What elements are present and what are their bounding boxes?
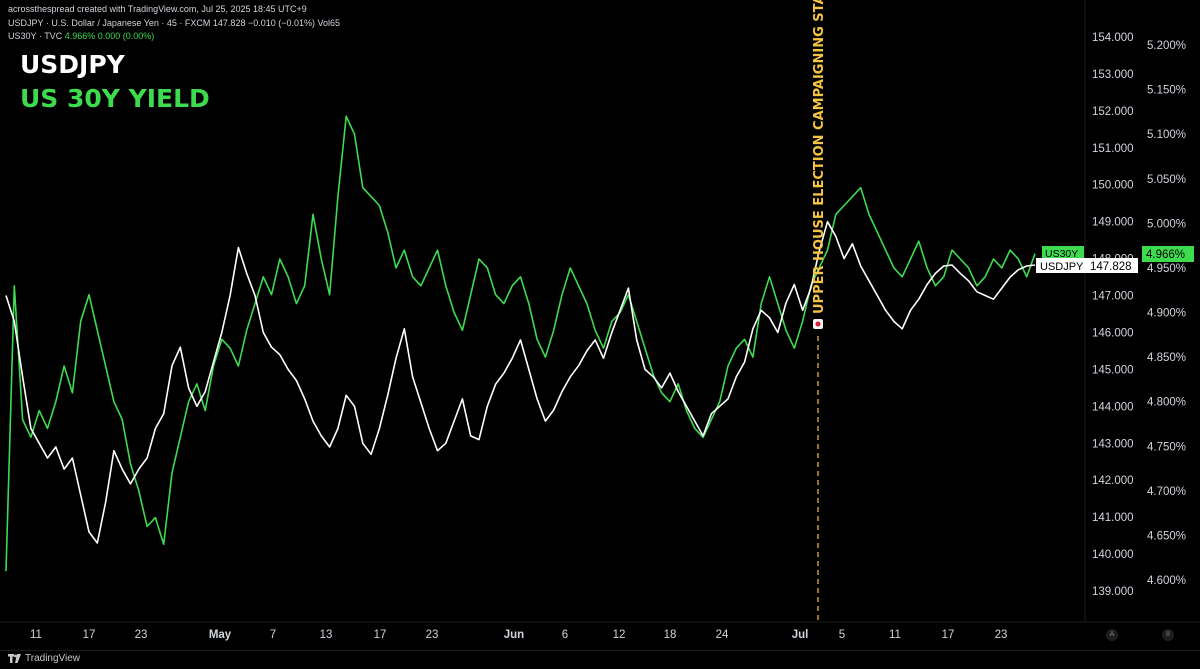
usdjpy-axis-tick: 139.000 [1092,586,1134,598]
footer-bar: TradingView [0,650,1200,669]
usdjpy-axis-tick: 150.000 [1092,180,1134,192]
japan-flag-dot-icon [815,321,821,327]
time-axis-tick: 23 [426,629,439,641]
us30y-axis-tick: 5.100% [1147,129,1186,141]
us30y-last-tag-label: US30Y [1045,248,1078,260]
us30y-axis-tick: 4.850% [1147,352,1186,364]
us30y-axis-tick: 4.950% [1147,263,1186,275]
usdjpy-axis-tick: 142.000 [1092,475,1134,487]
us30y-axis-tick: 4.900% [1147,308,1186,320]
usdjpy-legend-line[interactable]: USDJPY · U.S. Dollar / Japanese Yen · 45… [8,18,341,28]
annotation-label: UPPER HOUSE ELECTION CAMPAIGNING START [812,0,827,314]
usdjpy-axis-tick: 149.000 [1092,217,1134,229]
time-axis-tick: 23 [995,629,1008,641]
us30y-axis-tick: 5.050% [1147,174,1186,186]
usdjpy-axis-tick: 154.000 [1092,32,1134,44]
time-axis-tick: 6 [562,629,568,641]
us30y-legend-values: 4.966% 0.000 (0.00%) [64,31,155,41]
us30y-last-tag-bg [1042,246,1084,260]
usdjpy-axis-tick: 152.000 [1092,106,1134,118]
time-axis-tick: 12 [613,629,626,641]
usdjpy-axis-tick: 140.000 [1092,549,1134,561]
auto-scale-button[interactable]: A [1106,629,1118,641]
time-axis-tick: May [209,629,232,641]
usdjpy-last-tag-label: USDJPY [1040,261,1084,273]
us30y-axis-tick: 4.700% [1147,486,1186,498]
usdjpy-axis-tick: 145.000 [1092,364,1134,376]
us30y-last-value: 4.966% [1146,249,1185,261]
us30y-yield-axis[interactable]: 5.200% 5.150% 5.100% 5.050% 5.000% 4.950% 4.90… [1147,40,1186,587]
usdjpy-axis-tick: 141.000 [1092,512,1134,524]
time-axis-tick: 7 [270,629,276,641]
last-value-tags: US30Y 4.966% USDJPY 147.828 [1036,246,1194,273]
tradingview-brand[interactable]: TradingView [8,653,80,664]
time-axis-tick: 13 [320,629,333,641]
usdjpy-axis-tick: 144.000 [1092,401,1134,413]
time-axis-tick: 11 [889,629,901,641]
usdjpy-axis-tick: 143.000 [1092,438,1134,450]
us30y-axis-tick: 4.650% [1147,530,1186,542]
us30y-legend-symbol: US30Y · TVC [8,31,63,41]
usdjpy-title: USDJPY [20,50,125,79]
annotation-text-group: UPPER HOUSE ELECTION CAMPAIGNING START [812,0,827,329]
us30y-series-line[interactable] [5,115,1036,572]
us30y-legend-line[interactable]: US30Y · TVC 4.966% 0.000 (0.00%) [8,31,154,42]
time-axis-tick: 17 [374,629,387,641]
usdjpy-last-tag-bg [1036,258,1138,273]
usdjpy-series-line[interactable] [5,220,1036,544]
usdjpy-axis-tick: 147.000 [1092,291,1134,303]
us30y-axis-tick: 5.150% [1147,85,1186,97]
time-axis-tick: 23 [135,629,148,641]
series-group [5,115,1036,572]
us30y-axis-tick: 4.800% [1147,397,1186,409]
usdjpy-axis-tick: 146.000 [1092,327,1134,339]
usdjpy-last-value: 147.828 [1090,261,1132,273]
usdjpy-price-axis[interactable]: 154.000 153.000 152.000 151.000 150.000 149.0… [1092,32,1134,598]
usdjpy-axis-tick: 153.000 [1092,69,1134,81]
tradingview-brand-label: TradingView [25,653,81,664]
us30y-axis-tick: 4.750% [1147,441,1186,453]
time-axis-tick: Jun [504,629,524,641]
time-axis-tick: 24 [716,629,729,641]
time-axis-tick: 18 [664,629,677,641]
time-axis-tick: Jul [792,629,809,641]
us30y-axis-tick: 5.200% [1147,40,1186,52]
tradingview-logo-icon [8,654,21,663]
time-axis-tick: 17 [942,629,955,641]
time-axis-tick: 5 [839,629,845,641]
us30y-last-value-bg [1142,246,1194,262]
us30y-title: US 30Y YIELD [20,84,210,113]
time-axis-tick: 11 [30,629,42,641]
chart-credit: acrossthespread created with TradingView… [8,4,307,14]
time-axis-tick: 17 [83,629,96,641]
us30y-axis-tick: 5.000% [1147,218,1186,230]
us30y-axis-tick: 4.600% [1147,575,1186,587]
usdjpy-axis-tick: 151.000 [1092,143,1134,155]
time-axis[interactable]: 11 17 23 May 7 13 17 23 Jun 6 12 18 24 Jul 5 11 17 23 [30,629,1007,641]
log-scale-button[interactable]: 8 [1162,629,1174,641]
